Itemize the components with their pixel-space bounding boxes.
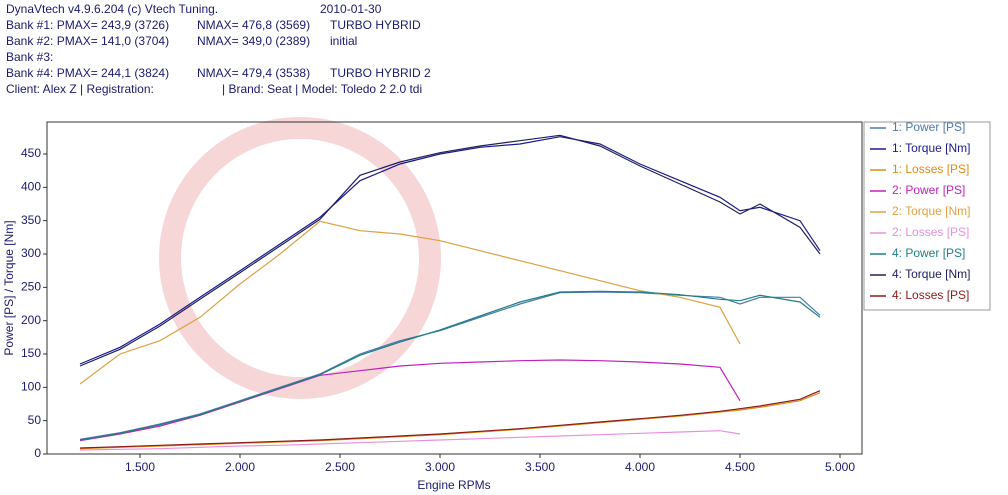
series-line	[79, 392, 821, 450]
x-tick-label: 4.000	[625, 460, 655, 474]
header-text: NMAX= 349,0 (2389)	[197, 34, 310, 48]
legend-label: 4: Power [PS]	[892, 246, 965, 260]
legend-box	[863, 121, 991, 311]
y-tick-label: 350	[21, 213, 41, 227]
header-text: | Brand: Seat | Model: Toledo 2 2.0 tdi	[222, 82, 422, 96]
legend-label: 1: Losses [PS]	[892, 162, 969, 176]
legend-label: 1: Torque [Nm]	[892, 141, 970, 155]
x-tick-label: 3.000	[425, 460, 455, 474]
x-tick-label: 1.500	[125, 460, 155, 474]
y-tick-label: 50	[28, 413, 42, 427]
legend-label: 2: Losses [PS]	[892, 225, 969, 239]
header-text: 2010-01-30	[320, 2, 382, 16]
legend-label: 4: Torque [Nm]	[892, 267, 970, 281]
series-line	[79, 136, 821, 365]
series-line	[79, 359, 741, 442]
header-text: TURBO HYBRID	[330, 18, 421, 32]
x-tick-label: 2.000	[225, 460, 255, 474]
header-text: Bank #1: PMAX= 243,9 (3726)	[6, 18, 169, 32]
y-tick-label: 150	[21, 346, 41, 360]
header-text: Client: Alex Z | Registration:	[6, 82, 154, 96]
header-text: TURBO HYBRID 2	[330, 66, 431, 80]
x-axis-label: Engine RPMs	[417, 478, 490, 492]
header-text: Bank #2: PMAX= 141,0 (3704)	[6, 34, 169, 48]
y-tick-label: 100	[21, 380, 41, 394]
y-tick-label: 200	[21, 313, 41, 327]
x-tick-label: 4.500	[725, 460, 755, 474]
header-text: Bank #4: PMAX= 244,1 (3824)	[6, 66, 169, 80]
x-tick-label: 3.500	[525, 460, 555, 474]
series-line	[79, 134, 821, 367]
y-tick-label: 250	[21, 280, 41, 294]
series-line	[79, 290, 821, 441]
y-tick-label: 400	[21, 180, 41, 194]
legend-label: 1: Power [PS]	[892, 120, 965, 134]
header-text: NMAX= 479,4 (3538)	[197, 66, 310, 80]
y-tick-label: 0	[34, 446, 41, 460]
x-tick-label: 2.500	[325, 460, 355, 474]
legend-label: 2: Torque [Nm]	[892, 204, 970, 218]
series-line	[79, 220, 741, 385]
header-text: Bank #3:	[6, 50, 53, 64]
x-tick-label: 5.000	[825, 460, 855, 474]
legend-label: 2: Power [PS]	[892, 183, 965, 197]
legend-label: 4: Losses [PS]	[892, 288, 969, 302]
y-tick-label: 300	[21, 246, 41, 260]
series-line	[79, 390, 821, 449]
header-text: DynaVtech v4.9.6.204 (c) Vtech Tuning.	[6, 2, 218, 16]
y-axis-label: Power [PS] / Torque [Nm]	[2, 220, 16, 355]
watermark	[159, 117, 441, 399]
y-tick-label: 450	[21, 146, 41, 160]
plot-area	[46, 121, 863, 455]
header-text: NMAX= 476,8 (3569)	[197, 18, 310, 32]
series-line	[79, 291, 821, 440]
series-line	[79, 430, 741, 451]
header-text: initial	[330, 34, 357, 48]
